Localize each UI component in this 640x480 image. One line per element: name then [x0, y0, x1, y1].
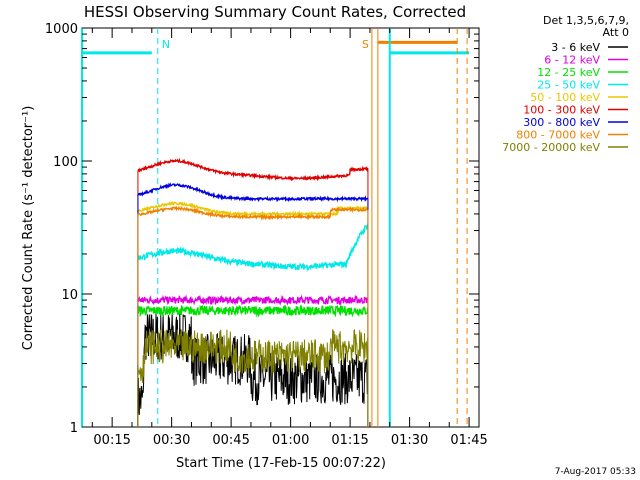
legend-label: 50 - 100 keV	[530, 91, 600, 104]
legend-label: 7000 - 20000 keV	[502, 141, 600, 154]
footer-timestamp: 7-Aug-2017 05:33	[555, 467, 636, 477]
annotation-s: S	[362, 38, 369, 51]
legend-header-line: Det 1,3,5,6,7,9,	[543, 14, 629, 27]
x-tick-label: 01:30	[391, 433, 428, 448]
x-tick-label: 01:15	[331, 433, 368, 448]
x-tick-label: 01:00	[272, 433, 309, 448]
series-line	[137, 223, 369, 273]
series-line	[137, 182, 369, 203]
x-tick-label: 00:30	[153, 433, 190, 448]
x-tick-label: 01:45	[450, 433, 487, 448]
x-tick-label: 00:15	[93, 433, 130, 448]
plot-area: N S 1 10 100 1000 00:15 00:30 00:45 01:00 01:15 01…	[45, 22, 488, 448]
annotation-n: N	[162, 38, 170, 51]
series-line	[137, 304, 369, 318]
legend-label: 25 - 50 keV	[537, 79, 600, 92]
y-tick-label: 100	[53, 155, 78, 170]
legend-label: 3 - 6 keV	[551, 41, 600, 54]
legend-label: 100 - 300 keV	[523, 104, 600, 117]
series-line	[137, 328, 369, 384]
y-tick-label: 1	[70, 421, 78, 436]
series-line	[137, 310, 369, 426]
series-line	[137, 200, 369, 218]
chart-title: HESSI Observing Summary Count Rates, Cor…	[84, 3, 466, 21]
legend-label: 300 - 800 keV	[523, 116, 600, 129]
series-line	[137, 205, 369, 221]
y-tick-label: 1000	[45, 22, 78, 37]
legend-label: 6 - 12 keV	[544, 54, 600, 67]
series-7000_20000keV	[137, 328, 369, 427]
x-tick-label: 00:45	[212, 433, 249, 448]
y-axis-label: Corrected Count Rate (s⁻¹ detector⁻¹)	[21, 106, 36, 351]
legend-label: 800 - 7000 keV	[516, 129, 600, 142]
legend-header-line: Att 0	[603, 26, 629, 39]
y-tick-label: 10	[61, 288, 78, 303]
x-axis-label: Start Time (17-Feb-15 00:07:22)	[176, 456, 386, 471]
series-line	[137, 294, 369, 306]
series-line	[137, 157, 369, 182]
legend-label: 12 - 25 keV	[537, 66, 600, 79]
